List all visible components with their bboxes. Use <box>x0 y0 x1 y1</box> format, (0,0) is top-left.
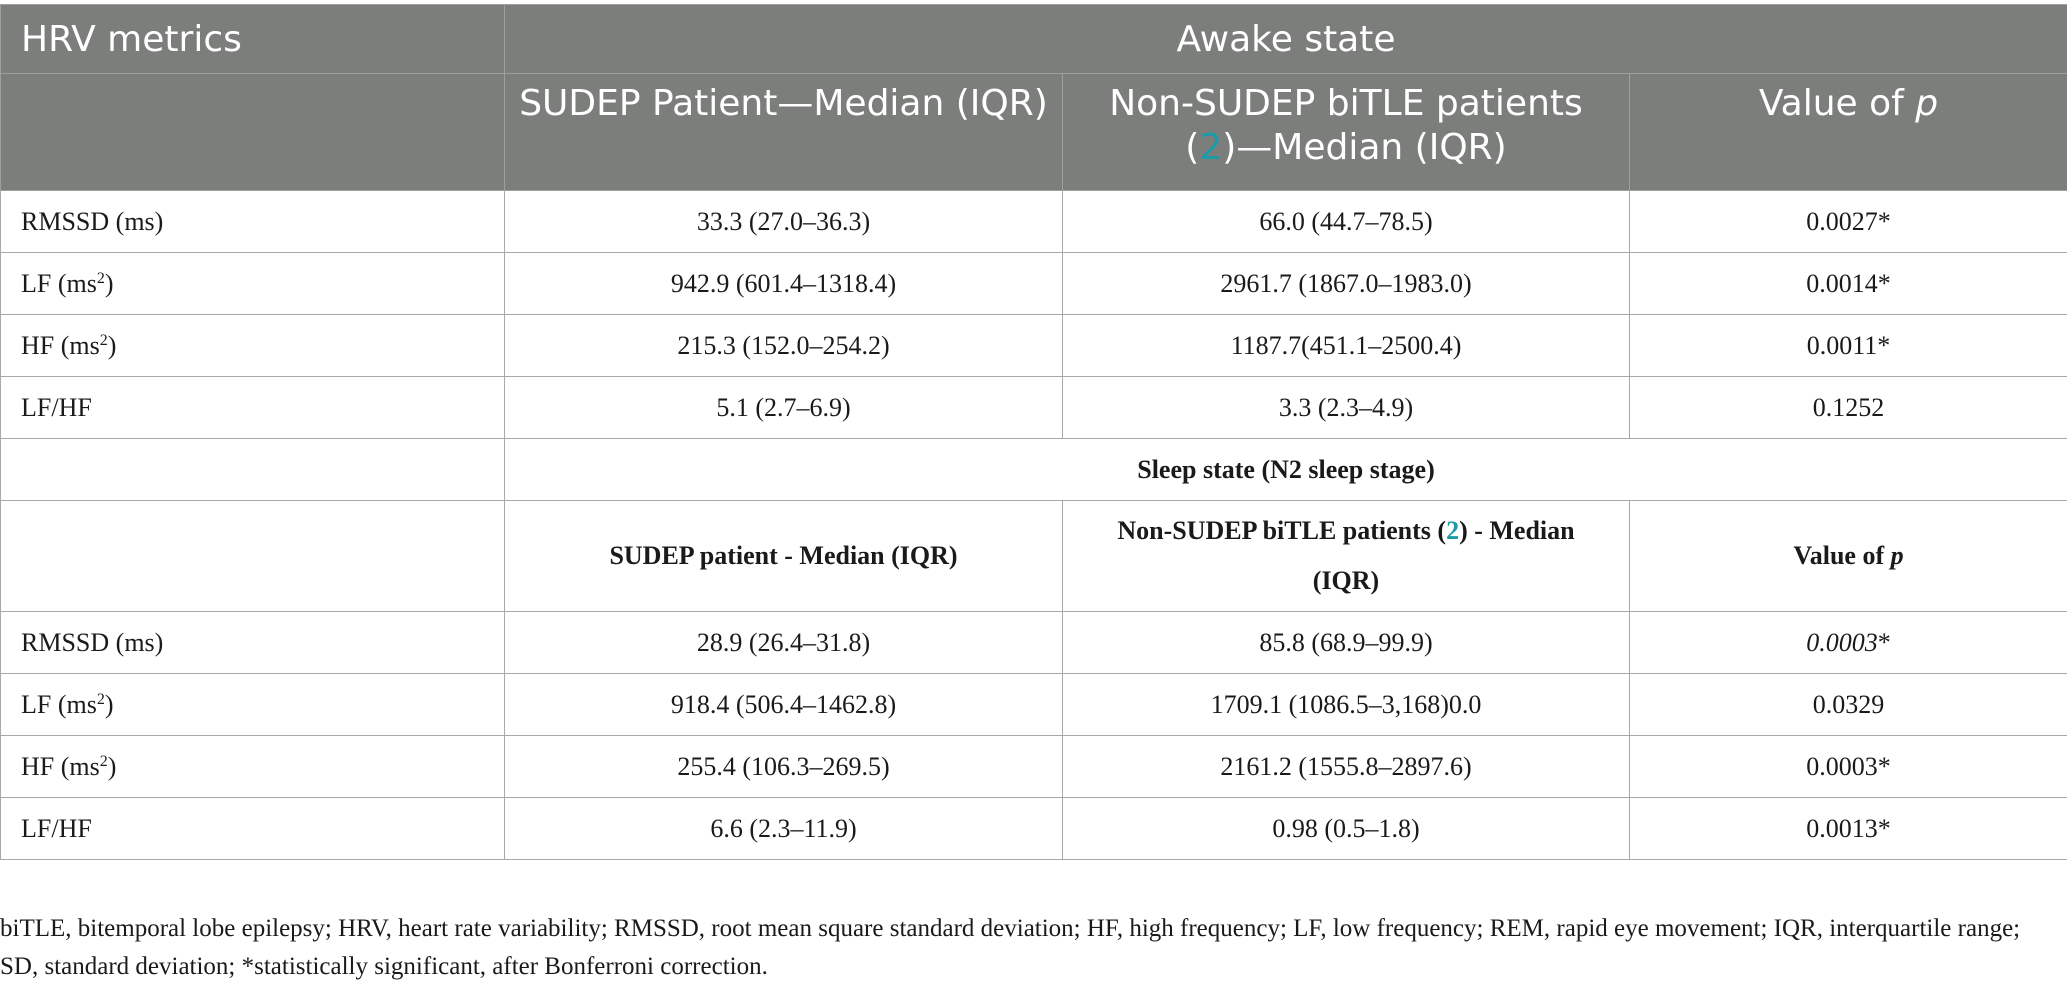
sudep-value: 33.3 (27.0–36.3) <box>504 190 1063 253</box>
header-p-value: Value of p <box>1629 73 2067 191</box>
non-sudep-value: 1709.1 (1086.5–3,168)0.0 <box>1062 673 1630 736</box>
header-awake-state: Awake state <box>504 4 2067 74</box>
metric-label: RMSSD (ms) <box>0 190 505 253</box>
non-sudep-value: 1187.7(451.1–2500.4) <box>1062 314 1630 377</box>
metric-label: LF (ms2) <box>0 252 505 315</box>
p-value: 0.0003* <box>1629 735 2067 798</box>
hrv-table-container: HRV metrics Awake state SUDEP Patient—Me… <box>0 4 2067 860</box>
non-sudep-value: 3.3 (2.3–4.9) <box>1062 376 1630 439</box>
sleep-state-heading: Sleep state (N2 sleep stage) <box>504 438 2067 501</box>
p-value: 0.0027* <box>1629 190 2067 253</box>
sudep-value: 6.6 (2.3–11.9) <box>504 797 1063 860</box>
metric-label: RMSSD (ms) <box>0 611 505 674</box>
sleep-state-row: Sleep state (N2 sleep stage) <box>0 438 2067 501</box>
sudep-value: 215.3 (152.0–254.2) <box>504 314 1063 377</box>
sleep-header-non-sudep-post: ) - Median <box>1459 516 1575 545</box>
p-value: 0.0011* <box>1629 314 2067 377</box>
sleep-header-p-value: Value of p <box>1629 500 2067 612</box>
non-sudep-value: 0.98 (0.5–1.8) <box>1062 797 1630 860</box>
header-sudep-patient-text: SUDEP Patient—Median (IQR) <box>519 83 1048 124</box>
metric-label-close: ) <box>104 268 114 298</box>
sudep-value: 942.9 (601.4–1318.4) <box>504 252 1063 315</box>
non-sudep-value: 2961.7 (1867.0–1983.0) <box>1062 252 1630 315</box>
hrv-table: HRV metrics Awake state SUDEP Patient—Me… <box>0 4 2067 860</box>
sleep-header-p-italic: p <box>1890 541 1904 570</box>
sleep-columns-row: SUDEP patient - Median (IQR) Non-SUDEP b… <box>0 500 2067 612</box>
metric-superscript: 2 <box>96 269 105 287</box>
non-sudep-value: 85.8 (68.9–99.9) <box>1062 611 1630 674</box>
p-value: 0.0014* <box>1629 252 2067 315</box>
table-footnote: biTLE, bitemporal lobe epilepsy; HRV, he… <box>0 915 2021 980</box>
table-row: LF/HF 6.6 (2.3–11.9) 0.98 (0.5–1.8) 0.00… <box>0 797 2067 860</box>
header-non-sudep-close: )—Median (IQR) <box>1222 127 1507 168</box>
header-p-italic: p <box>1915 83 1939 124</box>
p-value-star: * <box>1877 627 1891 657</box>
metric-label-text: LF (ms <box>21 689 97 719</box>
metric-superscript: 2 <box>99 331 108 349</box>
sudep-value: 918.4 (506.4–1462.8) <box>504 673 1063 736</box>
header-empty-cell <box>0 73 505 191</box>
metric-label-text: RMSSD (ms) <box>21 206 164 236</box>
p-value: 0.0013* <box>1629 797 2067 860</box>
metric-label-text: HF (ms <box>21 751 100 781</box>
sleep-header-sudep-patient: SUDEP patient - Median (IQR) <box>504 500 1063 612</box>
p-value-italic: 0.0003 <box>1806 627 1878 657</box>
non-sudep-value: 2161.2 (1555.8–2897.6) <box>1062 735 1630 798</box>
table-row: RMSSD (ms) 33.3 (27.0–36.3) 66.0 (44.7–7… <box>0 190 2067 253</box>
p-value: 0.0003* <box>1629 611 2067 674</box>
sleep-columns-empty-cell <box>0 500 505 612</box>
metric-label: LF/HF <box>0 797 505 860</box>
header-non-sudep-open: ( <box>1185 127 1200 168</box>
header-row-columns: SUDEP Patient—Median (IQR) Non-SUDEP biT… <box>0 73 2067 191</box>
metric-label-close: ) <box>104 689 114 719</box>
sleep-header-non-sudep: Non-SUDEP biTLE patients (2) - Median (I… <box>1062 500 1630 612</box>
table-row: HF (ms2) 215.3 (152.0–254.2) 1187.7(451.… <box>0 314 2067 377</box>
p-value: 0.0329 <box>1629 673 2067 736</box>
metric-label: LF/HF <box>0 376 505 439</box>
metric-label-text: HF (ms <box>21 330 100 360</box>
metric-label-text: LF/HF <box>21 392 92 422</box>
sudep-value: 255.4 (106.3–269.5) <box>504 735 1063 798</box>
metric-label: HF (ms2) <box>0 735 505 798</box>
non-sudep-value: 66.0 (44.7–78.5) <box>1062 190 1630 253</box>
reference-link-2[interactable]: 2 <box>1199 127 1223 168</box>
metric-label-close: ) <box>107 330 117 360</box>
table-row: LF/HF 5.1 (2.7–6.9) 3.3 (2.3–4.9) 0.1252 <box>0 376 2067 439</box>
sudep-value: 28.9 (26.4–31.8) <box>504 611 1063 674</box>
metric-label: HF (ms2) <box>0 314 505 377</box>
table-row: LF (ms2) 918.4 (506.4–1462.8) 1709.1 (10… <box>0 673 2067 736</box>
sleep-header-p-text: Value of <box>1793 541 1891 570</box>
sleep-reference-link-2[interactable]: 2 <box>1446 516 1460 545</box>
sleep-empty-cell <box>0 438 505 501</box>
header-non-sudep: Non-SUDEP biTLE patients (2)—Median (IQR… <box>1062 73 1630 191</box>
metric-label-text: RMSSD (ms) <box>21 627 164 657</box>
table-row: RMSSD (ms) 28.9 (26.4–31.8) 85.8 (68.9–9… <box>0 611 2067 674</box>
header-p-value-text: Value of <box>1758 83 1916 124</box>
header-sudep-patient: SUDEP Patient—Median (IQR) <box>504 73 1063 191</box>
p-value: 0.1252 <box>1629 376 2067 439</box>
metric-superscript: 2 <box>96 690 105 708</box>
header-non-sudep-line1: Non-SUDEP biTLE patients <box>1109 83 1583 124</box>
metric-label: LF (ms2) <box>0 673 505 736</box>
table-row: HF (ms2) 255.4 (106.3–269.5) 2161.2 (155… <box>0 735 2067 798</box>
header-row-top: HRV metrics Awake state <box>0 4 2067 74</box>
metric-superscript: 2 <box>99 752 108 770</box>
table-row: LF (ms2) 942.9 (601.4–1318.4) 2961.7 (18… <box>0 252 2067 315</box>
sleep-header-non-sudep-pre: Non-SUDEP biTLE patients ( <box>1117 516 1447 545</box>
metric-label-text: LF/HF <box>21 813 92 843</box>
sleep-header-non-sudep-line2: (IQR) <box>1312 566 1380 595</box>
metric-label-close: ) <box>107 751 117 781</box>
metric-label-text: LF (ms <box>21 268 97 298</box>
header-hrv-metrics: HRV metrics <box>0 4 505 74</box>
sudep-value: 5.1 (2.7–6.9) <box>504 376 1063 439</box>
